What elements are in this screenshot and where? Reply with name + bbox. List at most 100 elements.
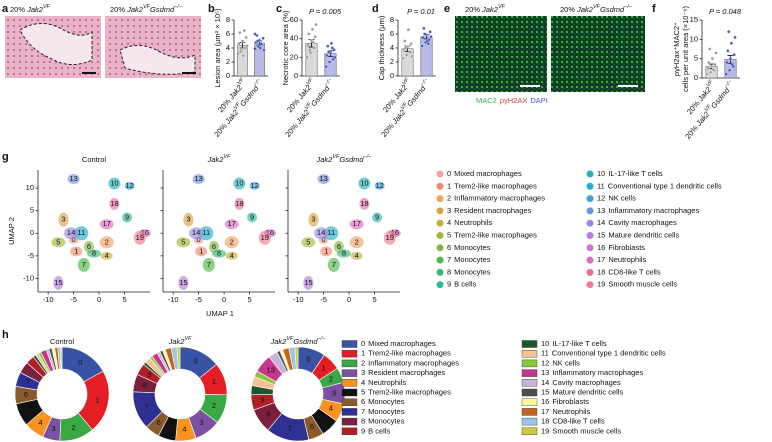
legend-id: 11 bbox=[541, 349, 549, 358]
cluster bbox=[349, 236, 364, 249]
text-part: 20% bbox=[110, 5, 127, 14]
data-point bbox=[429, 35, 433, 39]
legend-label: 2 Inflammatory macrophages bbox=[361, 358, 459, 367]
data-point bbox=[728, 57, 733, 61]
legend-label: 15 Mature dendritic cells bbox=[541, 387, 623, 396]
legend-swatch bbox=[521, 388, 538, 397]
legend-label: 5 Trem2-like macrophages bbox=[447, 230, 537, 239]
legend-name: Trem2-like macrophages bbox=[454, 230, 537, 239]
cluster-label: 3 bbox=[311, 215, 315, 224]
legend-name: Mixed macrophages bbox=[454, 169, 522, 178]
legend-swatch bbox=[521, 350, 538, 358]
y-tick-label: 6 bbox=[226, 29, 230, 38]
cluster-label: 13 bbox=[319, 174, 327, 183]
text-part: Jak2 bbox=[315, 155, 333, 164]
legend-id: 4 bbox=[447, 218, 451, 227]
text-part: Jak2 bbox=[481, 5, 499, 14]
legend-label: 12 NK cells bbox=[541, 358, 580, 367]
text-part: Jak2 bbox=[168, 337, 186, 346]
cluster bbox=[233, 177, 246, 190]
cluster-label: 14 bbox=[317, 228, 325, 237]
data-point bbox=[711, 67, 715, 72]
x-tick-label: 20% Jak2VF bbox=[381, 77, 414, 114]
legend-id: 8 bbox=[447, 267, 451, 276]
panel-letter: g bbox=[2, 151, 9, 163]
image-label: 20% Jak2VF bbox=[10, 4, 51, 14]
legend-label: 8 Monocytes bbox=[447, 267, 491, 276]
legend-id: 7 bbox=[361, 407, 365, 416]
data-point bbox=[236, 51, 240, 56]
legend-swatch bbox=[436, 232, 444, 239]
cluster-label: 8 bbox=[92, 249, 96, 258]
legend-id: 10 bbox=[597, 169, 605, 178]
cluster-label: 11 bbox=[327, 228, 335, 237]
cluster-label: 4 bbox=[105, 251, 109, 260]
segment-label: 8 bbox=[266, 410, 270, 419]
legend-name: CD8-like T cells bbox=[608, 267, 660, 276]
data-point bbox=[326, 44, 330, 48]
legend-swatch bbox=[521, 379, 538, 387]
cluster bbox=[122, 212, 133, 223]
data-point bbox=[726, 49, 730, 53]
y-tick-label: 6 bbox=[390, 29, 394, 38]
legend-id: 12 bbox=[597, 194, 605, 203]
data-point bbox=[713, 62, 717, 67]
legend-name: Monocytes bbox=[368, 407, 405, 416]
data-point bbox=[732, 53, 736, 57]
cluster-label: 13 bbox=[69, 174, 77, 183]
text-part: 20% bbox=[10, 5, 27, 14]
segment-label: 1 bbox=[212, 377, 216, 386]
y-tick-label: 8 bbox=[226, 15, 230, 24]
cluster bbox=[314, 227, 329, 240]
cluster bbox=[337, 249, 351, 258]
data-point bbox=[306, 43, 310, 47]
panel-letter: f bbox=[652, 3, 656, 15]
data-point bbox=[403, 39, 407, 43]
legend-id: 13 bbox=[541, 368, 549, 377]
legend-swatch bbox=[586, 207, 594, 215]
legend-swatch bbox=[436, 256, 444, 264]
segment-label: 8 bbox=[143, 380, 147, 389]
cluster bbox=[178, 275, 189, 290]
y-tick-label: 40 bbox=[290, 34, 298, 43]
legend-name: Mature dendritic cells bbox=[552, 387, 623, 396]
panel-letter: h bbox=[2, 329, 9, 341]
legend-id: 0 bbox=[447, 169, 451, 178]
cluster bbox=[308, 212, 319, 227]
legend-id: 3 bbox=[447, 206, 451, 215]
data-point bbox=[727, 29, 731, 34]
x-tick-label: -10 bbox=[43, 295, 54, 304]
cluster bbox=[53, 275, 64, 290]
legend-id: 17 bbox=[597, 255, 605, 264]
legend-swatch bbox=[341, 398, 358, 406]
segment-label: 6 bbox=[24, 390, 28, 399]
image-label: 20% Jak2VFGsdmd−/− bbox=[110, 4, 183, 14]
cluster-label: 5 bbox=[306, 237, 310, 246]
legend-name: Cavity macrophages bbox=[552, 378, 621, 387]
legend-label: 4 Neutrophils bbox=[361, 378, 406, 387]
text-part: Jak2 bbox=[26, 5, 44, 14]
panel-title: Jak2VF bbox=[207, 154, 232, 164]
legend-label: 10 IL-17-like T cells bbox=[597, 169, 663, 178]
cluster bbox=[224, 219, 239, 230]
data-point bbox=[327, 60, 332, 64]
text-part: 20% bbox=[560, 5, 577, 14]
legend-name: B cells bbox=[368, 426, 390, 435]
y-tick-label: -10 bbox=[23, 273, 34, 282]
y-tick-label: 8 bbox=[390, 15, 394, 24]
legend-swatch bbox=[341, 388, 358, 397]
x-tick-label: 0 bbox=[222, 295, 226, 304]
legend-id: 10 bbox=[541, 339, 549, 348]
legend-swatch bbox=[436, 207, 444, 215]
legend-name: Inflammatory macrophages bbox=[552, 368, 643, 377]
data-point bbox=[706, 66, 710, 70]
data-point bbox=[237, 42, 241, 46]
data-point bbox=[710, 57, 715, 61]
text-part: Jak2 bbox=[207, 155, 225, 164]
text-part: VF bbox=[706, 79, 716, 89]
segment-label: 3 bbox=[199, 418, 203, 427]
legend-swatch bbox=[586, 195, 594, 203]
data-point bbox=[733, 35, 737, 40]
